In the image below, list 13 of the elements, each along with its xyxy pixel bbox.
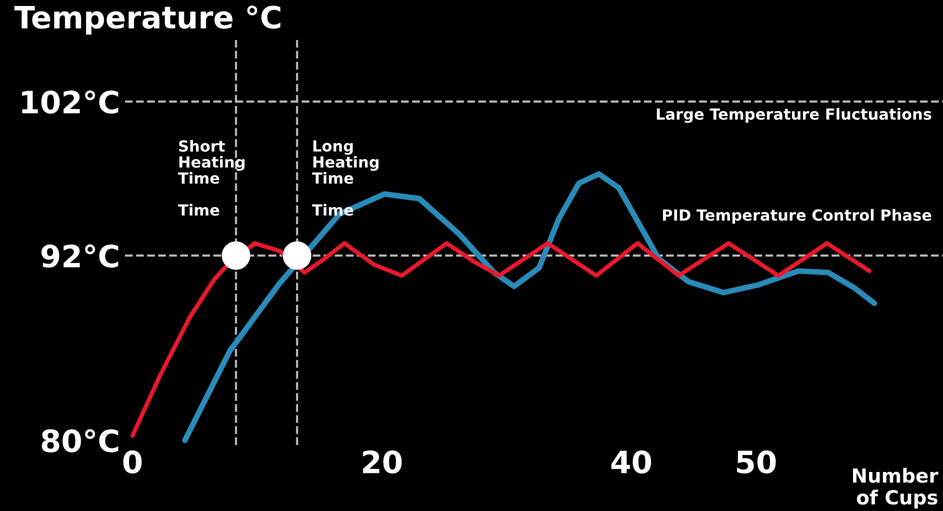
x-tick-label: 40 [611,450,652,474]
line-series [130,241,872,438]
x-tick-label: 50 [737,450,776,474]
annotation: Large Temperature Fluctuations [656,108,932,123]
annotation: PID Temperature Control Phase [662,209,932,224]
x-tick-label: 20 [363,450,402,474]
y-tick-label: 92°C [41,244,118,268]
x-axis-title: Number of Cups [853,468,938,508]
y-tick-label: 102°C [22,90,118,114]
y-tick-label: 80°C [42,429,118,452]
x-tick-label: 0 [123,450,142,474]
y-axis-title: Temperature °C [14,5,280,35]
text: Short Heating Time Time [178,140,245,216]
